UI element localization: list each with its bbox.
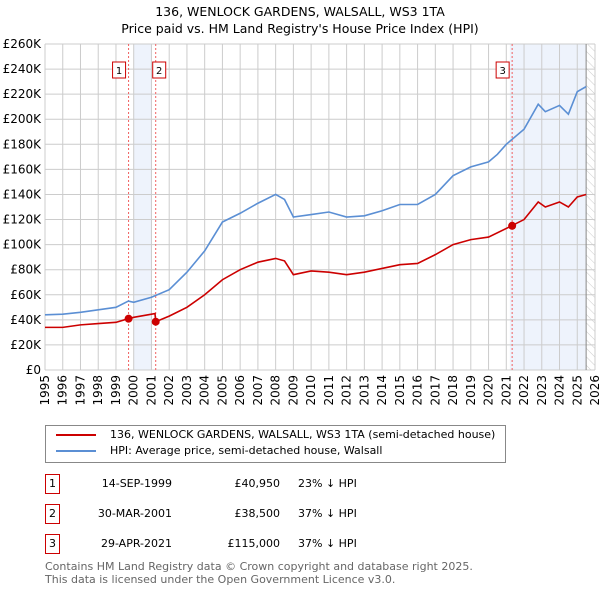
sale-date: 29-APR-2021 — [100, 537, 172, 550]
y-tick-label: £0 — [26, 363, 41, 377]
y-tick-label: £180K — [3, 137, 43, 151]
x-tick-label: 2025 — [570, 375, 584, 406]
sale-date: 30-MAR-2001 — [97, 507, 172, 520]
x-tick-label: 2026 — [588, 375, 600, 406]
sale-label-box — [495, 61, 510, 79]
footer-copyright: Contains HM Land Registry data © Crown c… — [45, 560, 473, 573]
y-tick-label: £20K — [10, 338, 42, 352]
y-tick-label: £120K — [3, 213, 43, 227]
y-tick-label: £220K — [3, 87, 43, 101]
x-tick-label: 2013 — [357, 375, 371, 406]
y-tick-label: £100K — [3, 238, 43, 252]
sale-label-box — [152, 61, 167, 79]
legend-swatch-hpi — [56, 450, 96, 452]
x-tick-label: 2018 — [446, 375, 460, 406]
y-tick-label: £200K — [3, 112, 43, 126]
x-tick-label: 2017 — [428, 375, 442, 406]
x-tick-label: 2024 — [553, 375, 567, 406]
x-tick-label: 1995 — [38, 375, 52, 406]
hpi-diff: 37% ↓ HPI — [298, 507, 357, 520]
x-tick-label: 1996 — [56, 375, 70, 406]
table-row: 2 30-MAR-2001 £38,500 37% ↓ HPI — [45, 504, 445, 534]
legend: 136, WENLOCK GARDENS, WALSALL, WS3 1TA (… — [45, 425, 507, 463]
x-tick-label: 2002 — [162, 375, 176, 406]
sale-label: 1 — [116, 66, 122, 77]
x-tick-label: 2004 — [198, 375, 212, 406]
x-tick-label: 2014 — [375, 375, 389, 406]
y-tick-label: £260K — [3, 37, 43, 51]
x-tick-label: 2000 — [127, 375, 141, 406]
legend-label-hpi: HPI: Average price, semi-detached house,… — [110, 444, 383, 457]
sale-point — [151, 317, 160, 326]
table-row: 1 14-SEP-1999 £40,950 23% ↓ HPI — [45, 474, 445, 504]
hpi-diff: 23% ↓ HPI — [298, 477, 357, 490]
y-tick-label: £160K — [3, 162, 43, 176]
x-tick-label: 2011 — [322, 375, 336, 406]
x-tick-label: 2022 — [517, 375, 531, 406]
sale-point — [124, 314, 133, 323]
transactions-table: 1 14-SEP-1999 £40,950 23% ↓ HPI 2 30-MAR-200… — [45, 474, 445, 564]
title-line-1: 136, WENLOCK GARDENS, WALSALL, WS3 1TA — [155, 4, 445, 19]
legend-item-hpi: HPI: Average price, semi-detached house,… — [56, 443, 495, 459]
x-tick-label: 2021 — [499, 375, 513, 406]
sale-label: 2 — [156, 66, 162, 77]
y-tick-label: £40K — [10, 313, 42, 327]
sale-date: 14-SEP-1999 — [101, 477, 172, 490]
price-chart: 1995 1996 1997 1998 1999 2000 2001 2002 2003 2004… — [3, 37, 600, 406]
sale-label-box — [112, 61, 127, 79]
footer: Contains HM Land Registry data © Crown c… — [45, 560, 473, 586]
legend-label-property: 136, WENLOCK GARDENS, WALSALL, WS3 1TA (… — [110, 428, 496, 441]
shaded-region — [133, 44, 152, 370]
sale-price: £115,000 — [227, 537, 281, 550]
x-tick-label: 2003 — [180, 375, 194, 406]
x-tick-label: 1997 — [73, 375, 87, 406]
series-line — [44, 85, 587, 316]
marker-badge: 2 — [45, 504, 60, 524]
hpi-diff: 37% ↓ HPI — [298, 537, 357, 550]
title-line-2: Price paid vs. HM Land Registry's House … — [121, 21, 479, 36]
table-row: 3 29-APR-2021 £115,000 37% ↓ HPI — [45, 534, 445, 564]
x-tick-label: 2008 — [269, 375, 283, 406]
x-tick-label: 2015 — [393, 375, 407, 406]
x-tick-label: 2001 — [144, 375, 158, 406]
x-tick-label: 2023 — [535, 375, 549, 406]
x-tick-label: 2006 — [233, 375, 247, 406]
legend-item-property: 136, WENLOCK GARDENS, WALSALL, WS3 1TA (… — [56, 427, 495, 443]
chart-title: 136, WENLOCK GARDENS, WALSALL, WS3 1TA P… — [0, 3, 600, 37]
x-tick-label: 2007 — [251, 375, 265, 406]
y-tick-label: £60K — [10, 288, 42, 302]
footer-licence: This data is licensed under the Open Gov… — [45, 573, 396, 586]
x-tick-label: 2016 — [411, 375, 425, 406]
series-line — [45, 193, 587, 329]
y-tick-label: £80K — [10, 263, 42, 277]
legend-swatch-property — [56, 434, 96, 436]
x-tick-label: 2005 — [215, 375, 229, 406]
x-tick-label: 2009 — [286, 375, 300, 406]
x-tick-label: 1999 — [109, 375, 123, 406]
marker-badge: 3 — [45, 534, 60, 554]
x-tick-label: 1998 — [91, 375, 105, 406]
sale-price: £40,950 — [234, 477, 281, 490]
shaded-region — [509, 44, 587, 370]
x-tick-label: 2019 — [464, 375, 478, 406]
marker-badge: 1 — [45, 474, 60, 494]
sale-price: £38,500 — [234, 507, 281, 520]
x-tick-label: 2012 — [340, 375, 354, 406]
sale-point — [508, 221, 517, 230]
y-tick-label: £140K — [3, 187, 43, 201]
x-tick-label: 2010 — [304, 375, 318, 406]
forecast-hatch — [586, 44, 595, 370]
y-tick-label: £240K — [3, 62, 43, 76]
x-tick-label: 2020 — [482, 375, 496, 406]
sale-label: 3 — [499, 66, 505, 77]
